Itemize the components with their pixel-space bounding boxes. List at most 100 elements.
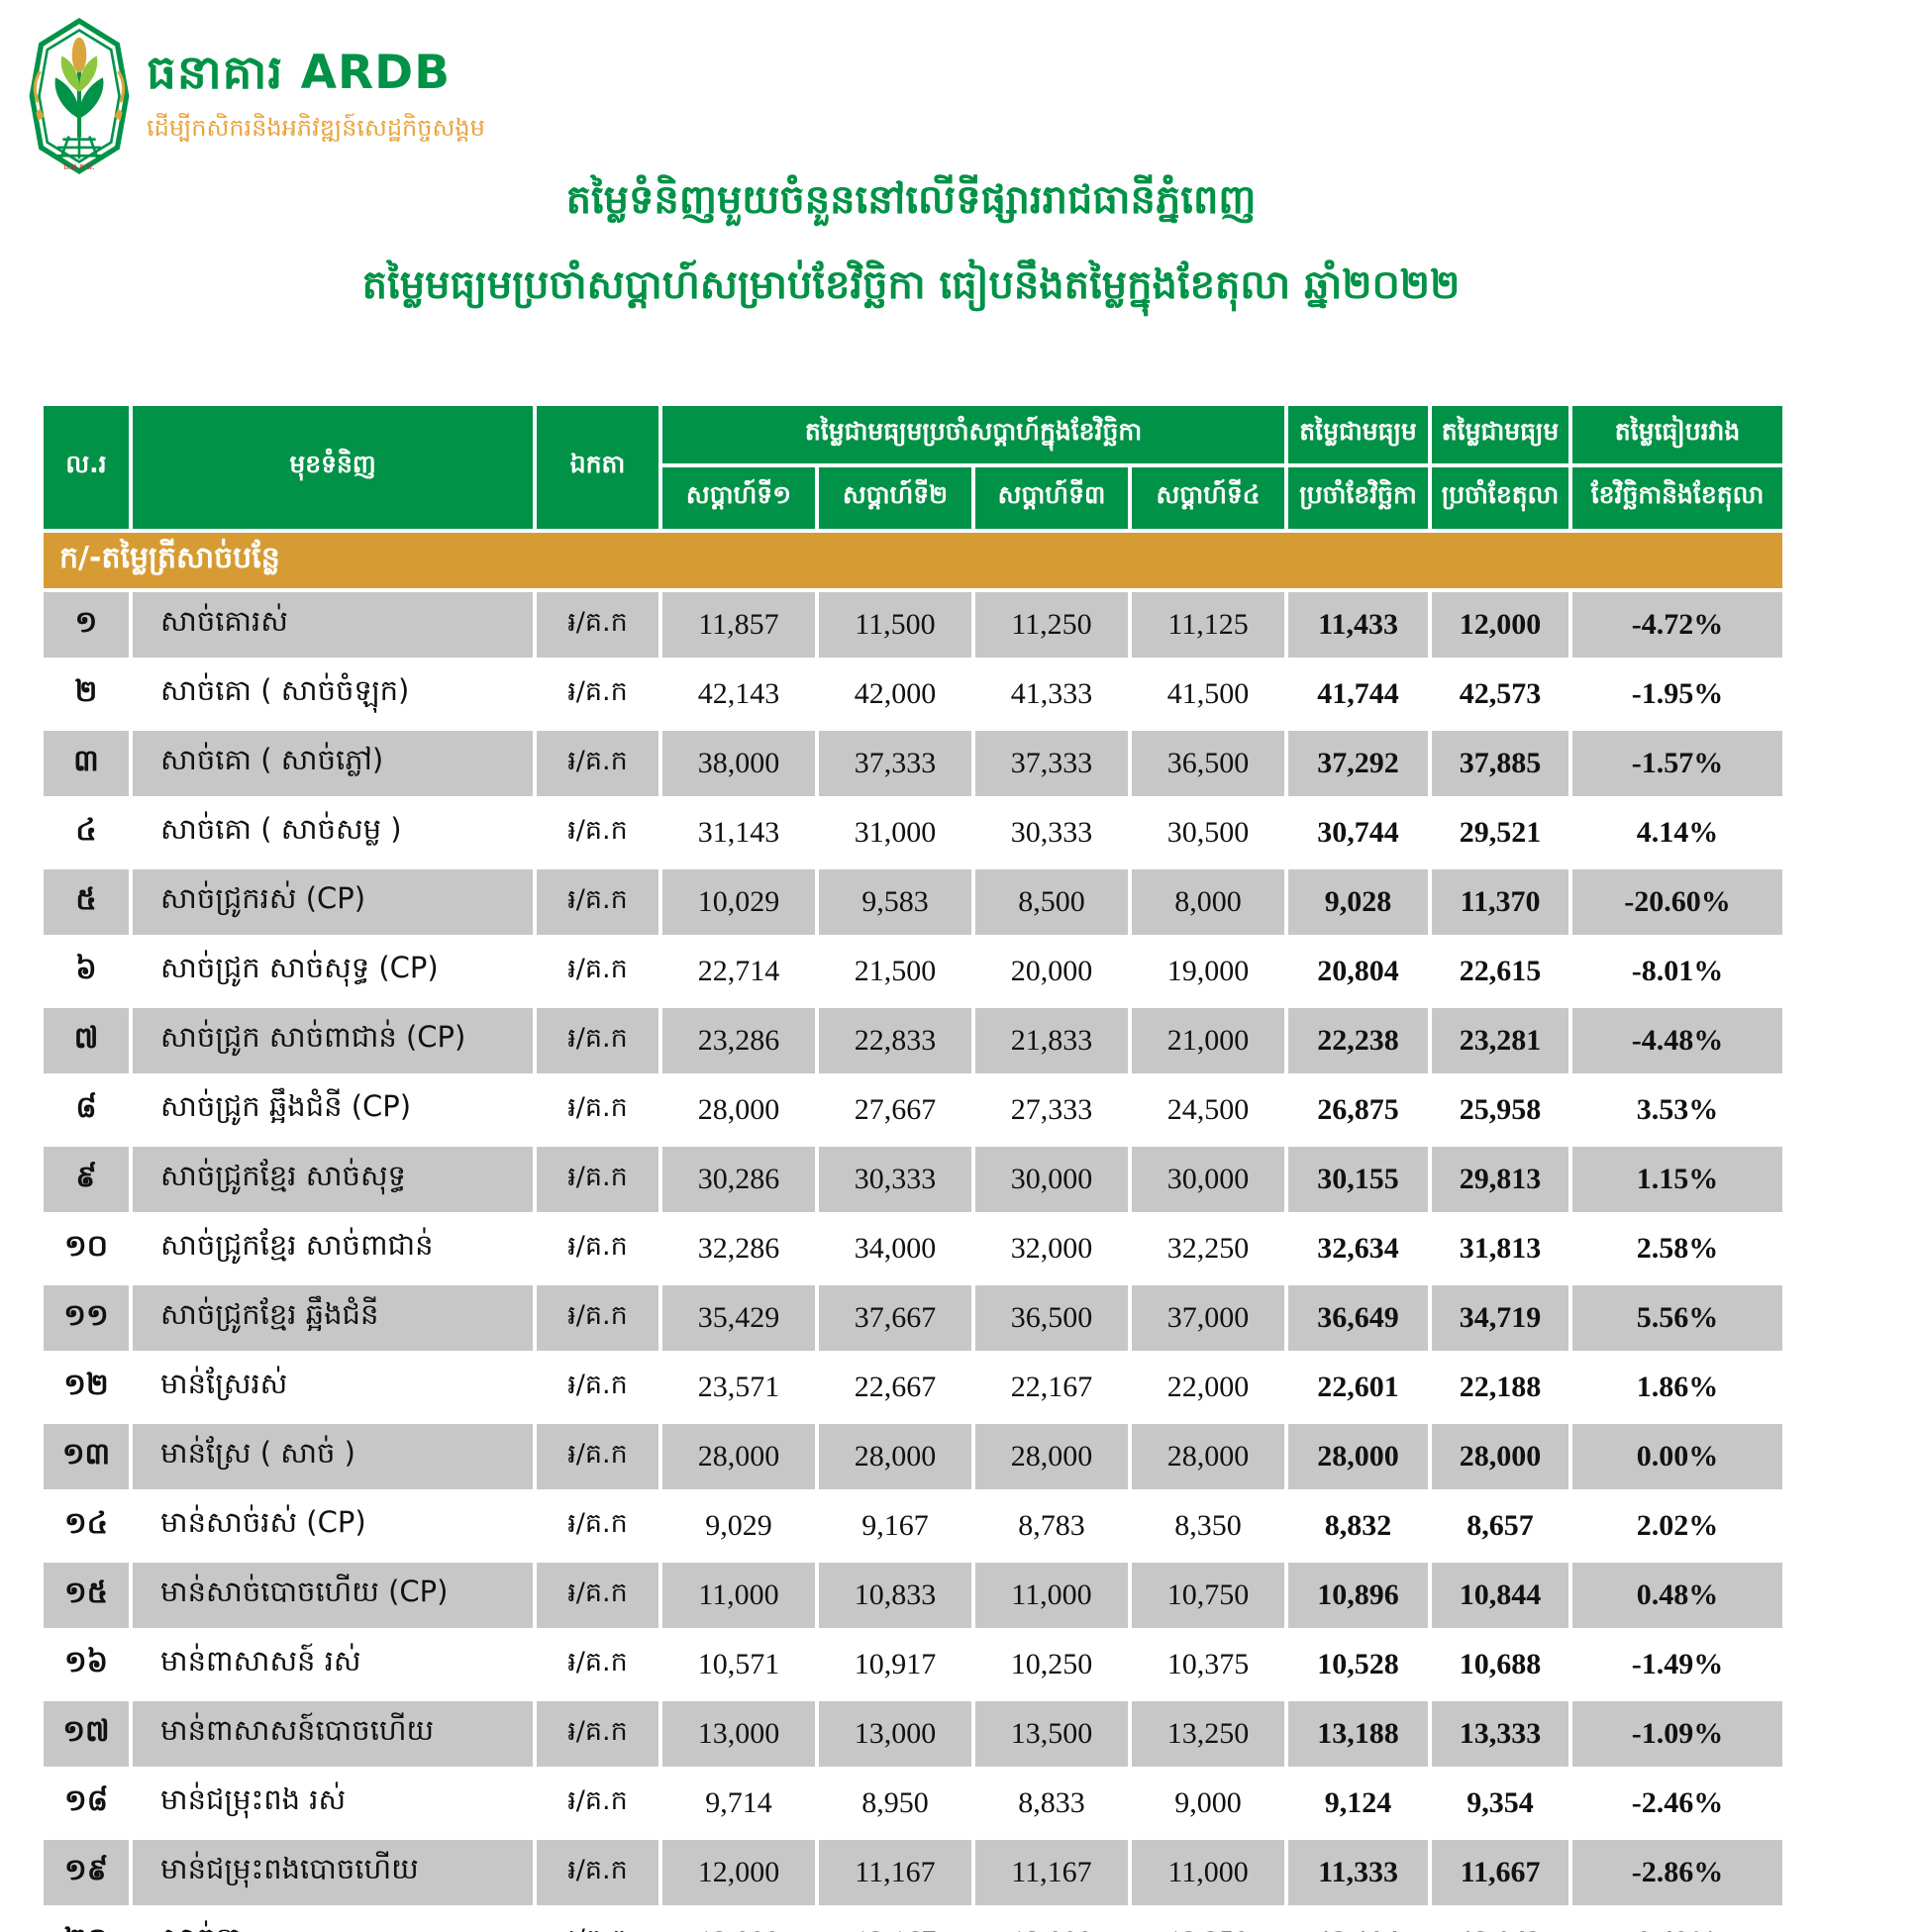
week3-price: 20,000: [971, 935, 1132, 1008]
table-body: ក/-តម្លៃត្រីសាច់បន្លែ ១ សាច់គោរស់ ៛/គ.ក …: [39, 529, 1787, 1932]
row-number: ១៦: [40, 1628, 133, 1701]
avg-october-price: 29,521: [1428, 796, 1573, 869]
avg-october-price: 29,813: [1428, 1143, 1573, 1216]
week1-price: 9,029: [658, 1489, 819, 1563]
avg-november-price: 9,028: [1284, 865, 1433, 939]
row-number: ៩: [40, 1143, 133, 1216]
table-row: ៤ សាច់គោ ( សាច់សម្ល ) ៛/គ.ក 31,143 31,00…: [40, 796, 1787, 869]
week3-price: 8,500: [971, 865, 1132, 939]
table-row: ១៧ មាន់ពាសាសន៍បោចហើយ ៛/គ.ក 13,000 13,000…: [40, 1697, 1787, 1771]
avg-november-price: 13,188: [1284, 1697, 1433, 1771]
percent-change: -1.57%: [1568, 727, 1787, 800]
header-weekly-span: តម្លៃជាមធ្យមប្រចាំសប្តាហ៍ក្នុងខែវិច្ឆិកា: [657, 402, 1289, 467]
row-number: ៧: [40, 1004, 133, 1077]
avg-november-price: 11,433: [1284, 588, 1433, 661]
week3-price: 21,833: [971, 1004, 1132, 1077]
header-avg-oct-top: តម្លៃជាមធ្យម: [1428, 402, 1573, 467]
commodity-name: មាន់ស្រែ ( សាច់ ): [129, 1420, 537, 1493]
header-compare-bottom: ខែវិច្ឆិកានិងខែតុលា: [1568, 463, 1787, 533]
table-row: ៣ សាច់គោ ( សាច់ភ្លៅ) ៛/គ.ក 38,000 37,333…: [40, 727, 1787, 800]
week3-price: 8,833: [971, 1767, 1132, 1840]
week4-price: 37,000: [1127, 1281, 1289, 1355]
avg-october-price: 22,615: [1428, 935, 1573, 1008]
percent-change: 3.53%: [1568, 1073, 1787, 1147]
header-week-4: សប្តាហ៍ទី៤: [1127, 463, 1289, 533]
percent-change: -2.86%: [1568, 1836, 1787, 1909]
week2-price: 34,000: [815, 1212, 975, 1285]
percent-change: 0.00%: [1568, 1420, 1787, 1493]
week3-price: 11,000: [971, 1559, 1132, 1632]
avg-october-price: 31,813: [1428, 1212, 1573, 1285]
table-row: ១៥ មាន់សាច់បោចហើយ (CP) ៛/គ.ក 11,000 10,8…: [40, 1559, 1787, 1632]
week3-price: 10,250: [971, 1628, 1132, 1701]
week2-price: 11,500: [815, 588, 975, 661]
week4-price: 21,000: [1127, 1004, 1289, 1077]
week2-price: 21,500: [815, 935, 975, 1008]
week2-price: 8,950: [815, 1767, 975, 1840]
unit-value: ៛/គ.ក: [533, 1420, 662, 1493]
commodity-name: សាច់ជ្រូក សាច់ពាជាន់ (CP): [129, 1004, 537, 1077]
week2-price: 22,667: [815, 1351, 975, 1424]
avg-november-price: 13,104: [1284, 1905, 1433, 1932]
week1-price: 10,029: [658, 865, 819, 939]
unit-value: ៛/គ.ក: [533, 1281, 662, 1355]
commodity-name: សាច់ជ្រូកខ្មែរ ឆ្អឹងជំនី: [129, 1281, 537, 1355]
row-number: ១១: [40, 1281, 133, 1355]
avg-november-price: 37,292: [1284, 727, 1433, 800]
avg-november-price: 32,634: [1284, 1212, 1433, 1285]
commodity-name: មាន់ជម្រុះពងបោចហើយ: [129, 1836, 537, 1909]
table-row: ៩ សាច់ជ្រូកខ្មែរ សាច់សុទ្ធ ៛/គ.ក 30,286 …: [40, 1143, 1787, 1216]
table-row: ១៩ មាន់ជម្រុះពងបោចហើយ ៛/គ.ក 12,000 11,16…: [40, 1836, 1787, 1909]
week1-price: 10,571: [658, 1628, 819, 1701]
week2-price: 10,833: [815, 1559, 975, 1632]
week1-price: 22,714: [658, 935, 819, 1008]
week3-price: 36,500: [971, 1281, 1132, 1355]
title-line-2: តម្លៃមធ្យមប្រចាំសប្តាហ៍សម្រាប់ខែវិច្ឆិកា…: [361, 262, 1461, 308]
week4-price: 10,375: [1127, 1628, 1289, 1701]
week2-price: 9,583: [815, 865, 975, 939]
header-week-2: សប្តាហ៍ទី២: [815, 463, 975, 533]
avg-october-price: 9,354: [1428, 1767, 1573, 1840]
commodity-name: សាច់ទា: [129, 1905, 537, 1932]
document-titles: តម្លៃទំនិញមួយចំនួននៅលើទីផ្សាររាជធានីភ្នំ…: [40, 176, 1782, 309]
table-row: ៧ សាច់ជ្រូក សាច់ពាជាន់ (CP) ៛/គ.ក 23,286…: [40, 1004, 1787, 1077]
week2-price: 27,667: [815, 1073, 975, 1147]
week1-price: 9,714: [658, 1767, 819, 1840]
avg-october-price: 8,657: [1428, 1489, 1573, 1563]
row-number: ១៥: [40, 1559, 133, 1632]
week1-price: 13,000: [658, 1905, 819, 1932]
section-label: ក/-តម្លៃត្រីសាច់បន្លែ: [39, 529, 1787, 592]
week1-price: 13,000: [658, 1697, 819, 1771]
week1-price: 28,000: [658, 1073, 819, 1147]
week4-price: 9,000: [1127, 1767, 1289, 1840]
week1-price: 11,000: [658, 1559, 819, 1632]
week2-price: 9,167: [815, 1489, 975, 1563]
avg-november-price: 10,528: [1284, 1628, 1433, 1701]
percent-change: -1.95%: [1568, 658, 1787, 731]
table-row: ១ សាច់គោរស់ ៛/គ.ក 11,857 11,500 11,250 1…: [40, 588, 1787, 661]
header-item: មុខទំនិញ: [129, 402, 537, 533]
week1-price: 28,000: [658, 1420, 819, 1493]
commodity-name: មាន់សាច់បោចហើយ (CP): [129, 1559, 537, 1632]
table-row: ៦ សាច់ជ្រូក សាច់សុទ្ធ (CP) ៛/គ.ក 22,714 …: [40, 935, 1787, 1008]
avg-november-price: 11,333: [1284, 1836, 1433, 1909]
week4-price: 8,000: [1127, 865, 1289, 939]
unit-value: ៛/គ.ក: [533, 1351, 662, 1424]
week4-price: 19,000: [1127, 935, 1289, 1008]
avg-october-price: 13,042: [1428, 1905, 1573, 1932]
avg-october-price: 10,844: [1428, 1559, 1573, 1632]
percent-change: 2.58%: [1568, 1212, 1787, 1285]
commodity-name: មាន់ស្រែរស់: [129, 1351, 537, 1424]
avg-october-price: 34,719: [1428, 1281, 1573, 1355]
unit-value: ៛/គ.ក: [533, 1489, 662, 1563]
unit-value: ៛/គ.ក: [533, 865, 662, 939]
week3-price: 13,000: [971, 1905, 1132, 1932]
ardb-logo: ធ.អ.ក.ជ. ធនាគារ ARDB ដើម្បីកសិករនិងអភិវឌ…: [28, 18, 485, 174]
unit-value: ៛/គ.ក: [533, 1767, 662, 1840]
week1-price: 23,286: [658, 1004, 819, 1077]
week2-price: 37,333: [815, 727, 975, 800]
title-line-1: តម្លៃទំនិញមួយចំនួននៅលើទីផ្សាររាជធានីភ្នំ…: [565, 177, 1257, 223]
unit-value: ៛/គ.ក: [533, 1212, 662, 1285]
avg-october-price: 13,333: [1428, 1697, 1573, 1771]
header-week-1: សប្តាហ៍ទី១: [658, 463, 819, 533]
